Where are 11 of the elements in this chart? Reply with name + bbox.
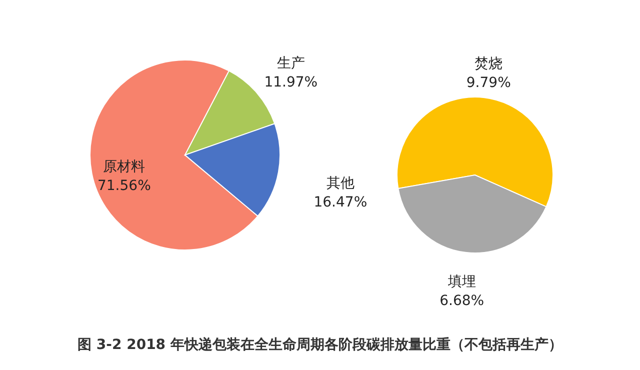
- data-label: 71.56%: [97, 178, 151, 194]
- slice-label: 原材料: [103, 159, 146, 176]
- slice-label: 填埋: [446, 274, 476, 290]
- data-label: 9.79%: [466, 74, 511, 91]
- data-label: 16.47%: [314, 194, 368, 210]
- data-label: 6.68%: [440, 293, 484, 310]
- text: 图 3-2 2018 年快递包装在全生命周期各阶段碳排放量比重（不包括再生产）: [76, 336, 564, 354]
- slice-label: 焚烧: [474, 56, 503, 72]
- data-label: 11.97%: [264, 74, 318, 90]
- slice-label: 生产: [276, 55, 305, 72]
- slice-label: 其他: [326, 175, 354, 192]
